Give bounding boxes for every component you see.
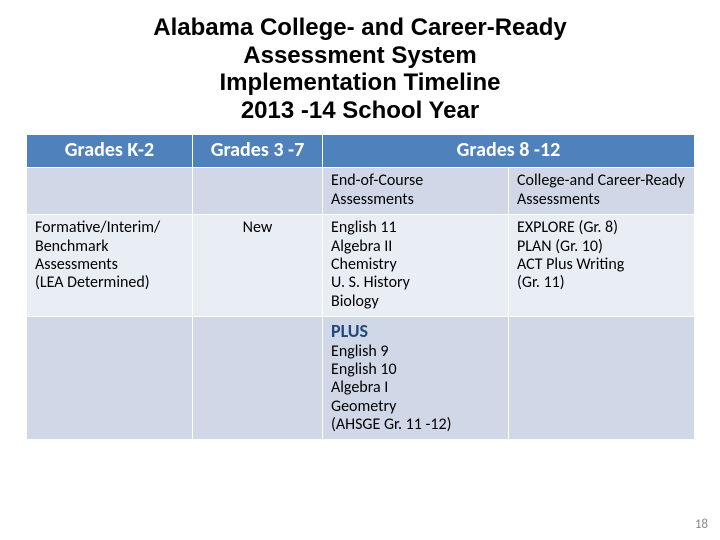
header-3-7: Grades 3 -7 (193, 135, 323, 168)
header-row: Grades K-2 Grades 3 -7 Grades 8 -12 (27, 135, 695, 168)
plus-c1 (193, 317, 323, 440)
header-8-12: Grades 8 -12 (323, 135, 695, 168)
subheader-c0 (27, 168, 193, 215)
subheader-row: End-of-Course Assessments College-and Ca… (27, 168, 695, 215)
subheader-c2: End-of-Course Assessments (323, 168, 509, 215)
slide-title: Alabama College- and Career-Ready Assess… (0, 0, 720, 134)
subheader-c1 (193, 168, 323, 215)
body-c3: EXPLORE (Gr. 8)PLAN (Gr. 10)ACT Plus Wri… (509, 215, 695, 317)
body-c1: New (193, 215, 323, 317)
plus-sub: English 9English 10Algebra IGeometry(AHS… (331, 342, 451, 435)
page-number: 18 (695, 517, 708, 532)
body-c2: English 11Algebra IIChemistryU. S. Histo… (323, 215, 509, 317)
plus-c0 (27, 317, 193, 440)
title-line1: Alabama College- and Career-Ready (153, 14, 566, 41)
assessment-table: Grades K-2 Grades 3 -7 Grades 8 -12 End-… (26, 134, 695, 440)
title-line4: 2013 -14 School Year (241, 97, 479, 124)
slide: { "title": { "line1": "Alabama College- … (0, 0, 720, 540)
title-line2: Assessment System (243, 42, 476, 69)
body-c0: Formative/Interim/BenchmarkAssessments(L… (27, 215, 193, 317)
plus-label: PLUS (331, 320, 368, 342)
body-row: Formative/Interim/BenchmarkAssessments(L… (27, 215, 695, 317)
header-k2: Grades K-2 (27, 135, 193, 168)
subheader-c3: College-and Career-Ready Assessments (509, 168, 695, 215)
title-line3: Implementation Timeline (220, 69, 501, 96)
plus-c2: PLUS English 9English 10Algebra IGeometr… (323, 317, 509, 440)
plus-c3 (509, 317, 695, 440)
plus-row: PLUS English 9English 10Algebra IGeometr… (27, 317, 695, 440)
